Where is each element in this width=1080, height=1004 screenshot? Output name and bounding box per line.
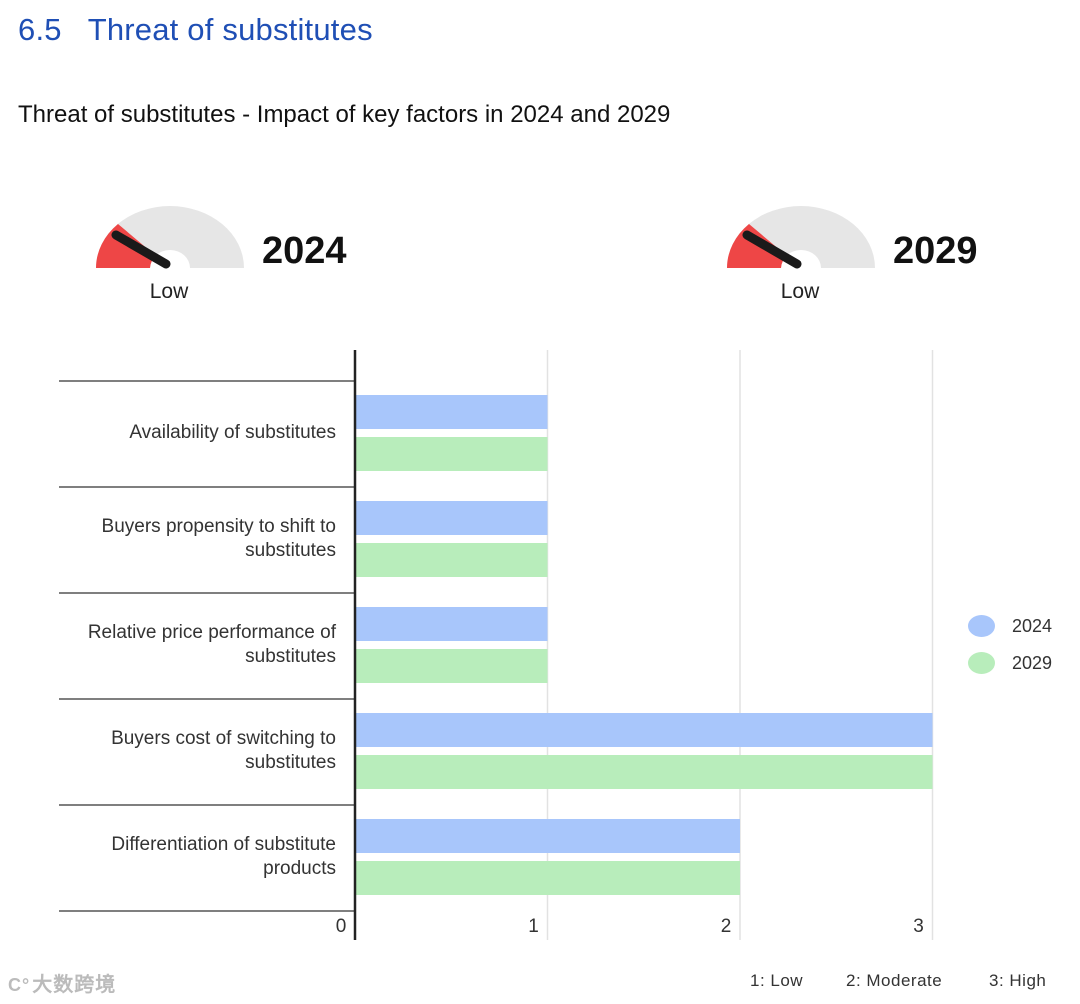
gauge-level: Low <box>149 280 189 303</box>
x-tick-label: 0 <box>335 916 347 937</box>
category-label: Availability of substitutes <box>36 421 336 445</box>
bar-2024-5 <box>355 819 740 853</box>
category-label-line: substitutes <box>245 646 336 667</box>
bar-2029-1 <box>355 437 548 471</box>
section-number: 6.5 <box>18 12 62 47</box>
category-label-line: Availability of substitutes <box>129 422 336 443</box>
gauge-year: 2024 <box>262 230 347 272</box>
bar-2024-2 <box>355 501 548 535</box>
gauge-dial-icon <box>727 206 875 269</box>
gauge-needle <box>111 230 171 269</box>
gauge-year: 2029 <box>893 230 978 272</box>
gauge-needle <box>742 230 802 269</box>
bar-2029-2 <box>355 543 548 577</box>
category-label-line: Buyers propensity to shift to <box>101 516 336 537</box>
category-label-line: substitutes <box>245 540 336 561</box>
category-label: Differentiation of substitute products <box>36 833 336 881</box>
watermark-logo-icon: C° <box>8 975 31 995</box>
gauge-2029: 2029 Low <box>727 204 987 314</box>
category-label-line: Relative price performance of <box>87 622 336 643</box>
category-label-line: substitutes <box>245 752 336 773</box>
bar-2024-3 <box>355 607 548 641</box>
watermark: C° 大数跨境 <box>8 968 116 997</box>
x-tick-label: 3 <box>913 916 924 937</box>
category-label-line: products <box>263 858 336 879</box>
bar-2024-4 <box>355 713 933 747</box>
category-label-line: Differentiation of substitute <box>111 834 336 855</box>
category-label: Buyers propensity to shift to substitute… <box>36 515 336 563</box>
bar-2029-4 <box>355 755 933 789</box>
legend-swatch <box>968 615 995 637</box>
bar-2024-1 <box>355 395 548 429</box>
legend-label: 2024 <box>1012 616 1053 636</box>
gauge-2024: 2024 Low <box>96 204 356 314</box>
category-label-line: Buyers cost of switching to <box>111 728 336 749</box>
x-tick-label: 2 <box>720 916 732 937</box>
legend-swatch <box>968 652 995 674</box>
scale-note-moderate: 2: Moderate <box>846 971 943 990</box>
section-title: 6.5 Threat of substitutes <box>18 12 373 48</box>
category-label: Buyers cost of switching to substitutes <box>36 727 336 775</box>
gauge-level: Low <box>780 280 820 303</box>
chart-title: Threat of substitutes - Impact of key fa… <box>18 101 671 128</box>
bar-2029-5 <box>355 861 740 895</box>
legend-label: 2029 <box>1012 653 1053 673</box>
bar-2029-3 <box>355 649 548 683</box>
x-tick-label: 1 <box>528 916 539 937</box>
scale-note-low: 1: Low <box>750 971 804 990</box>
watermark-text: 大数跨境 <box>32 974 117 996</box>
category-label: Relative price performance of substitute… <box>36 621 336 669</box>
section-title-text: Threat of substitutes <box>87 12 373 47</box>
gauge-dial-icon <box>96 206 244 269</box>
scale-note-high: 3: High <box>989 971 1047 990</box>
